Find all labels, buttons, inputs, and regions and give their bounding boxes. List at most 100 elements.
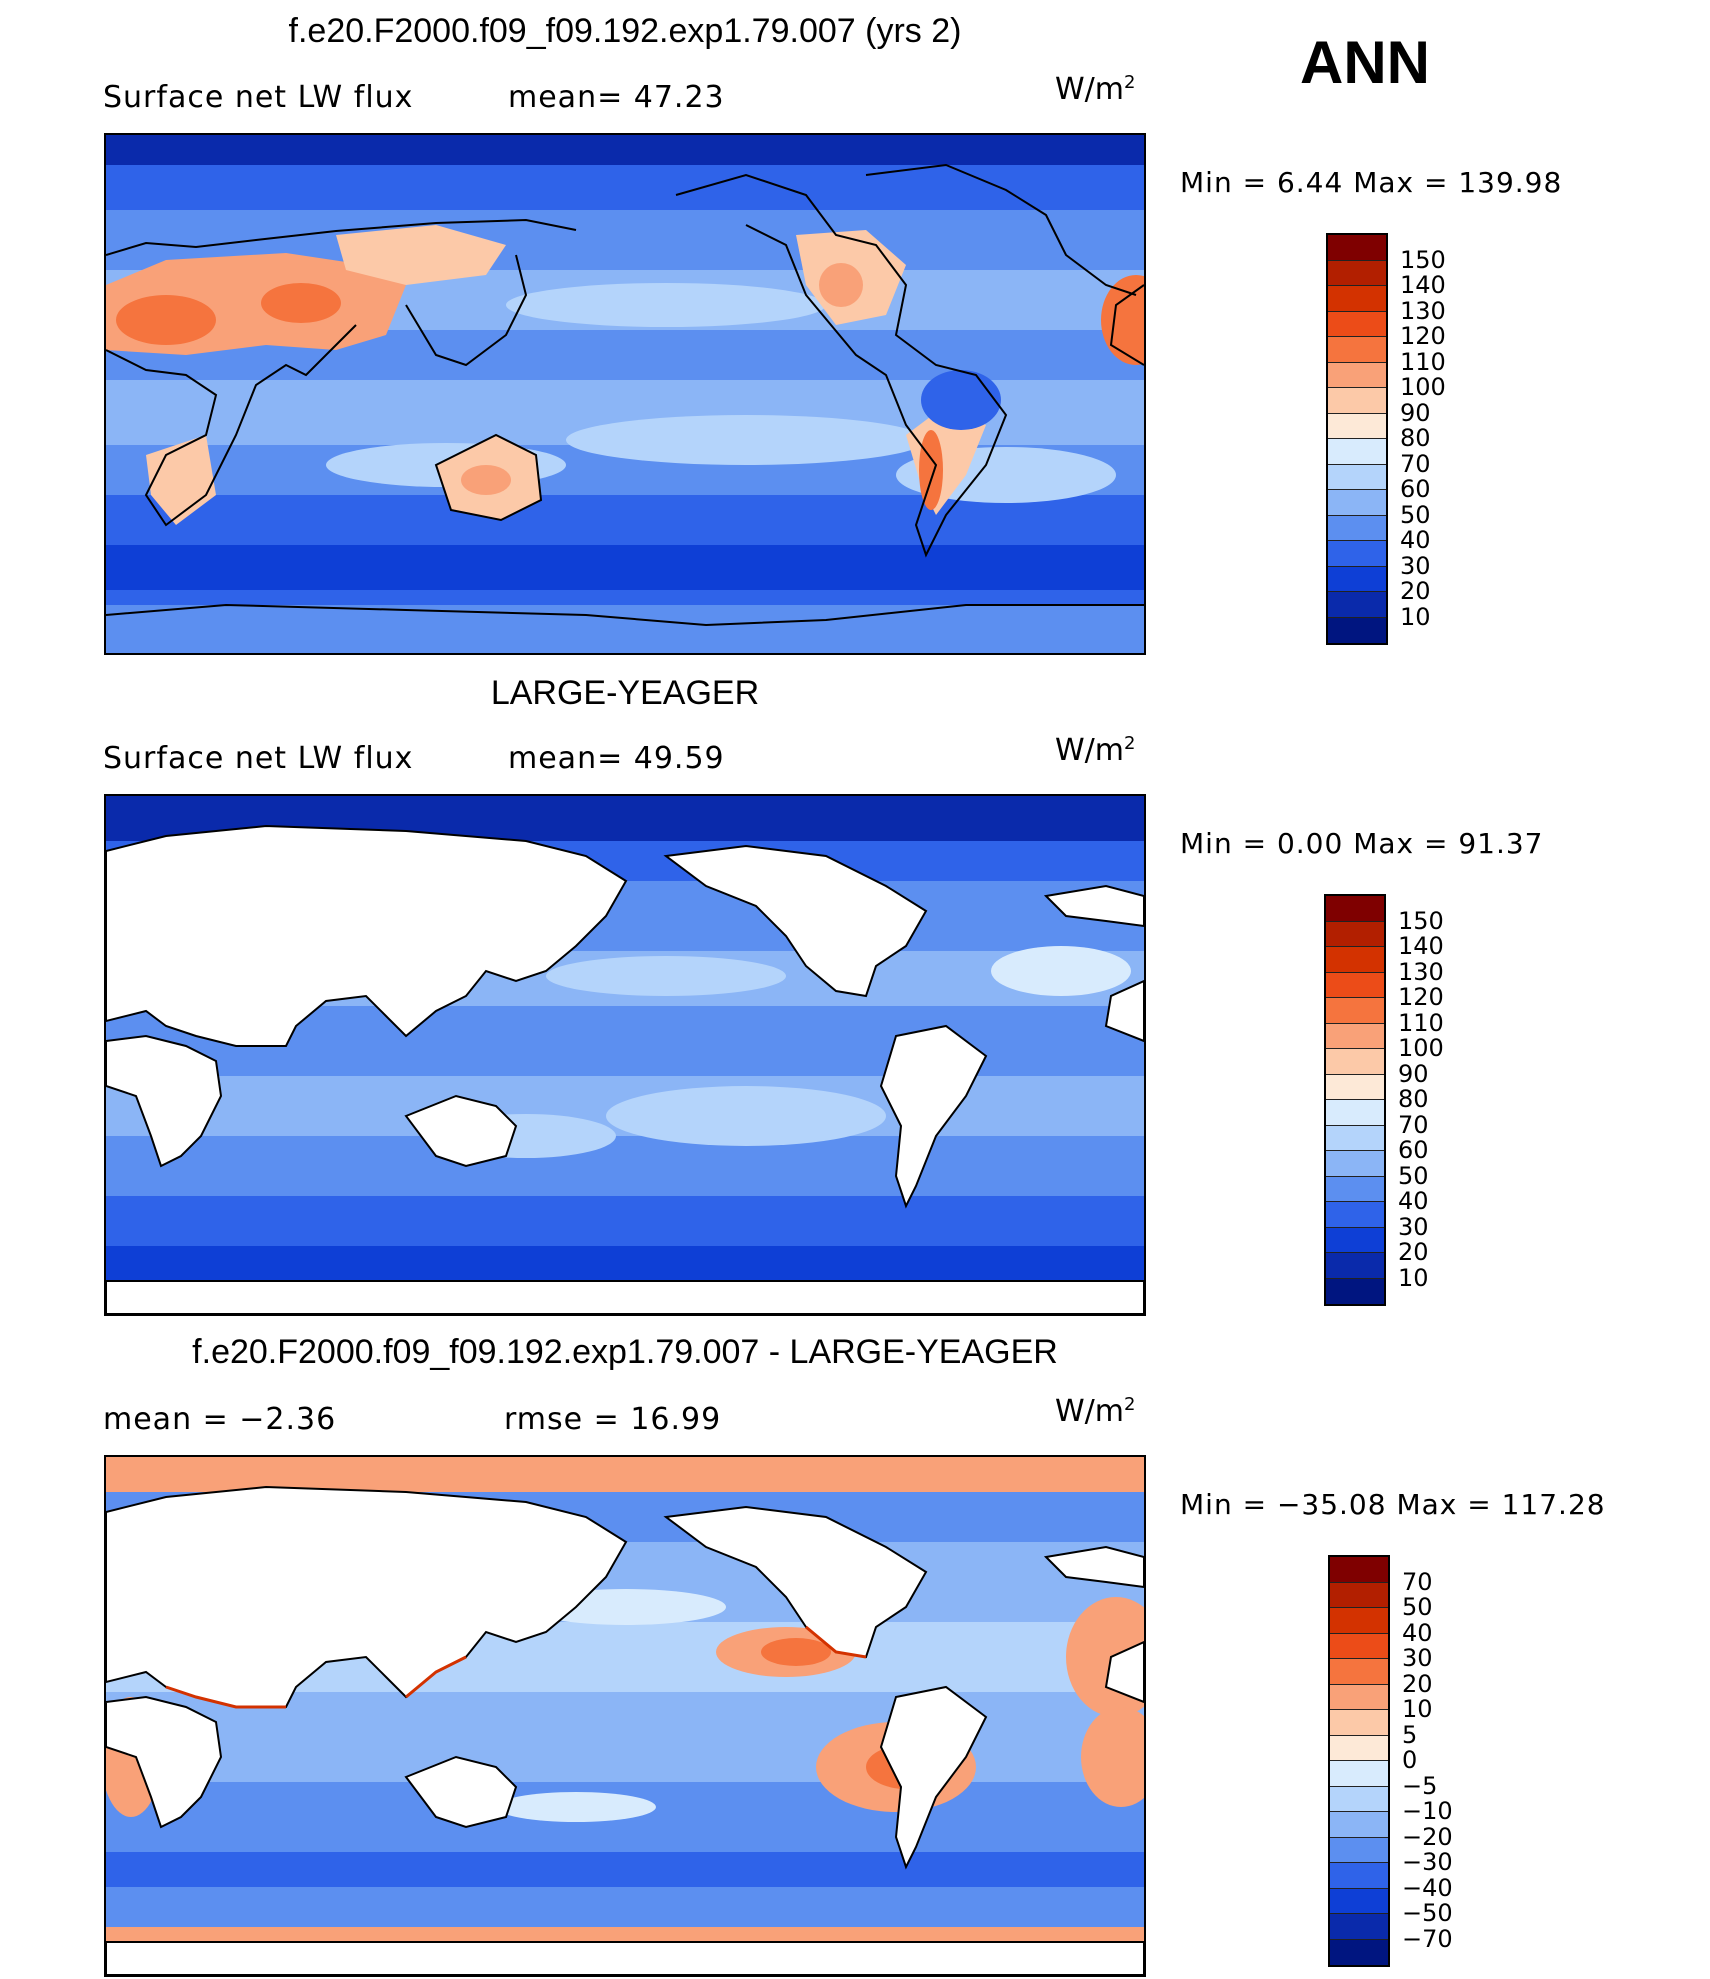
- panel-title-obs: LARGE-YEAGER: [490, 674, 760, 712]
- colorbar-label: 140: [1400, 271, 1446, 299]
- colorbar-swatch: [1330, 1837, 1388, 1863]
- colorbar-label: 30: [1398, 1213, 1429, 1241]
- map-obs: [104, 794, 1146, 1316]
- panel-minmax-model: Min = 6.44 Max = 139.98: [1180, 166, 1563, 199]
- colorbar-swatch: [1328, 388, 1386, 414]
- colorbar-label: 10: [1398, 1264, 1429, 1292]
- colorbar-swatch: [1330, 1786, 1388, 1812]
- colorbar-swatch: [1326, 1074, 1384, 1100]
- colorbar-swatch: [1326, 1176, 1384, 1202]
- season-label: ANN: [1300, 29, 1430, 96]
- colorbar-label: 30: [1402, 1644, 1433, 1672]
- colorbar-label: −10: [1402, 1797, 1453, 1825]
- colorbar-swatch: [1326, 972, 1384, 998]
- colorbar-label: 120: [1400, 322, 1446, 350]
- colorbar-label: 110: [1400, 348, 1446, 376]
- colorbar-swatch: [1330, 1888, 1388, 1914]
- colorbar-swatch: [1326, 921, 1384, 947]
- colorbar-swatch: [1326, 1253, 1384, 1279]
- colorbar-swatch: [1328, 235, 1386, 261]
- colorbar-swatch: [1330, 1684, 1388, 1710]
- colorbar-swatch: [1328, 617, 1386, 643]
- colorbar-label: 0: [1402, 1746, 1418, 1774]
- colorbar-swatch: [1328, 464, 1386, 490]
- panel-minmax-diff: Min = −35.08 Max = 117.28: [1180, 1488, 1606, 1521]
- panel-stat-model: mean= 47.23: [508, 80, 725, 115]
- colorbar-swatch: [1326, 1227, 1384, 1253]
- colorbar-label: −30: [1402, 1848, 1453, 1876]
- colorbar-label: 150: [1400, 246, 1446, 274]
- colorbar-label: 80: [1400, 424, 1431, 452]
- colorbar-label: 140: [1398, 932, 1444, 960]
- colorbar-label: 40: [1398, 1187, 1429, 1215]
- panel-left-label-diff: mean = −2.36: [103, 1402, 337, 1437]
- panel-units-model: W/m2: [1055, 72, 1136, 107]
- colorbar-swatch: [1328, 337, 1386, 363]
- colorbar-swatch: [1330, 1633, 1388, 1659]
- colorbar-label: −20: [1402, 1823, 1453, 1851]
- panel-title-diff: f.e20.F2000.f09_f09.192.exp1.79.007 - LA…: [192, 1333, 1058, 1371]
- colorbar-model: [1326, 233, 1388, 645]
- colorbar-swatch: [1328, 362, 1386, 388]
- colorbar-label: 150: [1398, 907, 1444, 935]
- panel-title-model: f.e20.F2000.f09_f09.192.exp1.79.007 (yrs…: [288, 12, 962, 50]
- colorbar-label: 80: [1398, 1085, 1429, 1113]
- panel-minmax-obs: Min = 0.00 Max = 91.37: [1180, 827, 1544, 860]
- colorbar-swatch: [1328, 515, 1386, 541]
- colorbar-swatch: [1326, 1023, 1384, 1049]
- colorbar-swatch: [1330, 1939, 1388, 1965]
- colorbar-label: −40: [1402, 1874, 1453, 1902]
- colorbar-label: 130: [1398, 958, 1444, 986]
- colorbar-swatch: [1330, 1608, 1388, 1634]
- colorbar-swatch: [1328, 541, 1386, 567]
- colorbar-label: 10: [1400, 603, 1431, 631]
- colorbar-swatch: [1330, 1735, 1388, 1761]
- colorbar-swatch: [1328, 439, 1386, 465]
- colorbar-label: 50: [1398, 1162, 1429, 1190]
- colorbar-swatch: [1326, 947, 1384, 973]
- panel-left-label-obs: Surface net LW flux: [103, 741, 414, 776]
- map-diff: [104, 1455, 1146, 1977]
- colorbar-label: 50: [1400, 501, 1431, 529]
- colorbar-label: 5: [1402, 1721, 1418, 1749]
- colorbar-label: 90: [1400, 399, 1431, 427]
- colorbar-label: 10: [1402, 1695, 1433, 1723]
- colorbar-label: 20: [1402, 1670, 1433, 1698]
- colorbar-label: 20: [1400, 577, 1431, 605]
- colorbar-label: 70: [1400, 450, 1431, 478]
- colorbar-swatch: [1326, 1125, 1384, 1151]
- colorbar-label: 30: [1400, 552, 1431, 580]
- map-diff-svg: [106, 1457, 1144, 1975]
- colorbar-swatch: [1328, 311, 1386, 337]
- colorbar-swatch: [1326, 1278, 1384, 1304]
- colorbar-label: 60: [1398, 1136, 1429, 1164]
- colorbar-label: −50: [1402, 1899, 1453, 1927]
- colorbar-label: 50: [1402, 1593, 1433, 1621]
- colorbar-swatch: [1330, 1863, 1388, 1889]
- colorbar-diff: [1328, 1555, 1390, 1967]
- colorbar-swatch: [1326, 1100, 1384, 1126]
- colorbar-swatch: [1330, 1659, 1388, 1685]
- colorbar-swatch: [1330, 1812, 1388, 1838]
- colorbar-swatch: [1330, 1582, 1388, 1608]
- colorbar-swatch: [1326, 1049, 1384, 1075]
- map-model-svg: [106, 135, 1144, 653]
- colorbar-label: 20: [1398, 1238, 1429, 1266]
- panel-units-diff: W/m2: [1055, 1394, 1136, 1429]
- map-obs-svg: [106, 796, 1144, 1314]
- colorbar-swatch: [1330, 1914, 1388, 1940]
- panel-stat-obs: mean= 49.59: [508, 741, 725, 776]
- colorbar-label: 130: [1400, 297, 1446, 325]
- colorbar-swatch: [1326, 1151, 1384, 1177]
- colorbar-swatch: [1326, 896, 1384, 922]
- colorbar-swatch: [1328, 592, 1386, 618]
- colorbar-swatch: [1328, 566, 1386, 592]
- map-model: [104, 133, 1146, 655]
- colorbar-swatch: [1330, 1710, 1388, 1736]
- colorbar-swatch: [1330, 1761, 1388, 1787]
- colorbar-label: −5: [1402, 1772, 1438, 1800]
- colorbar-obs: [1324, 894, 1386, 1306]
- colorbar-label: −70: [1402, 1925, 1453, 1953]
- colorbar-label: 60: [1400, 475, 1431, 503]
- panel-stat-diff: rmse = 16.99: [504, 1402, 722, 1437]
